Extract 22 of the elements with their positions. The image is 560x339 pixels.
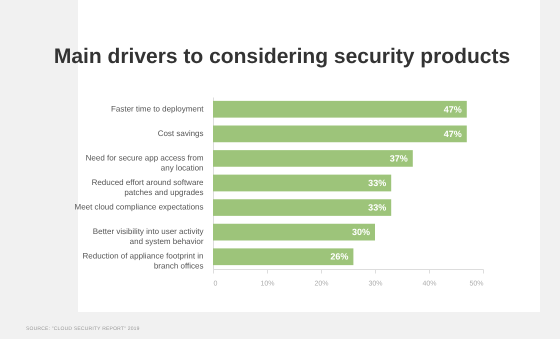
bar: [213, 100, 467, 118]
y-tick-label: Reduced effort around software patches and upgrades: [92, 178, 204, 197]
data-label: 33%: [368, 178, 386, 188]
bar: [213, 150, 413, 167]
y-tick-label: Cost savings: [158, 128, 204, 138]
y-tick-label: Need for secure app access from any location: [86, 153, 204, 172]
data-label: 47%: [444, 128, 462, 139]
y-tick-label: Reduction of appliance footprint in branch offices: [82, 252, 204, 271]
data-label: 37%: [390, 153, 408, 164]
data-label: 30%: [352, 227, 370, 238]
bar: [213, 199, 392, 216]
y-tick-label: Better visibility into user activity and system behavior: [92, 227, 204, 246]
data-label: 33%: [368, 202, 386, 213]
chart-title: Main drivers to considering security products: [54, 45, 510, 68]
y-tick-label: Faster time to deployment: [111, 104, 204, 114]
data-label: 26%: [330, 252, 348, 262]
bar: [213, 126, 467, 142]
bar: [213, 248, 354, 266]
bar: [213, 174, 392, 192]
data-label: 47%: [444, 104, 462, 114]
bar: [213, 224, 375, 240]
y-tick-label: Meet cloud compliance expectations: [74, 202, 204, 212]
